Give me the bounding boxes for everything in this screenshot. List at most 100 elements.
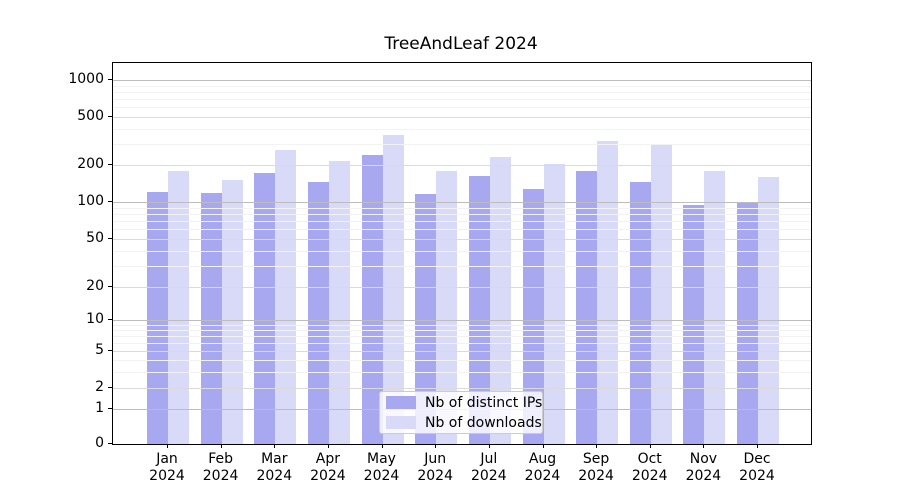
x-tick-label-aug: Aug 2024 bbox=[524, 451, 561, 484]
y-tick-20 bbox=[108, 286, 112, 287]
legend-entry-distinct-ips: Nb of distinct IPs bbox=[386, 395, 542, 411]
x-tick-jun bbox=[435, 444, 437, 448]
x-tick-label-nov: Nov 2024 bbox=[685, 451, 722, 484]
gridline-y-200 bbox=[113, 165, 811, 166]
x-tick-dec bbox=[757, 444, 758, 448]
minor-gridline-y-4 bbox=[113, 360, 811, 361]
minor-gridline-y-3 bbox=[113, 372, 811, 373]
x-tick-nov bbox=[703, 444, 705, 448]
y-tick-label-0: 0 bbox=[95, 435, 104, 451]
bar-distinct-ips-jan bbox=[147, 192, 168, 444]
x-tick-jul bbox=[488, 444, 490, 448]
minor-gridline-y-90 bbox=[113, 208, 811, 209]
bar-downloads-mar bbox=[275, 150, 297, 444]
y-tick-0 bbox=[108, 443, 112, 444]
bar-downloads-may bbox=[382, 135, 404, 444]
bar-distinct-ips-oct bbox=[629, 182, 651, 444]
y-tick-1000 bbox=[108, 79, 112, 80]
x-tick-sep bbox=[596, 444, 598, 448]
x-tick-feb bbox=[220, 444, 222, 448]
x-tick-label-mar: Mar 2024 bbox=[256, 451, 293, 484]
bar-distinct-ips-mar bbox=[254, 172, 276, 444]
gridline-y-10 bbox=[113, 320, 811, 321]
minor-gridline-y-400 bbox=[113, 129, 811, 130]
bar-distinct-ips-may bbox=[361, 155, 383, 444]
bar-downloads-aug bbox=[543, 163, 565, 444]
minor-gridline-y-600 bbox=[113, 107, 811, 108]
minor-gridline-y-300 bbox=[113, 144, 811, 145]
x-tick-label-feb: Feb 2024 bbox=[202, 451, 239, 484]
minor-gridline-y-70 bbox=[113, 221, 811, 222]
plot-area bbox=[112, 62, 812, 445]
bar-downloads-dec bbox=[758, 176, 779, 444]
minor-gridline-y-7 bbox=[113, 336, 811, 337]
y-tick-2 bbox=[108, 387, 112, 388]
gridline-y-50 bbox=[113, 239, 811, 240]
minor-gridline-y-9 bbox=[113, 325, 811, 326]
y-tick-500 bbox=[108, 116, 112, 117]
x-tick-may bbox=[381, 444, 383, 448]
bar-distinct-ips-feb bbox=[200, 193, 222, 444]
legend-entry-downloads: Nb of downloads bbox=[386, 415, 542, 431]
bar-downloads-nov bbox=[704, 171, 726, 444]
minor-gridline-y-6 bbox=[113, 343, 811, 344]
y-tick-label-500: 500 bbox=[77, 108, 104, 124]
x-tick-apr bbox=[327, 444, 329, 448]
gridline-y-100 bbox=[113, 202, 811, 203]
legend-label-distinct-ips: Nb of distinct IPs bbox=[425, 394, 543, 411]
gridline-y-2 bbox=[113, 388, 811, 389]
y-tick-label-100: 100 bbox=[77, 193, 104, 209]
bar-distinct-ips-nov bbox=[683, 205, 705, 444]
minor-gridline-y-700 bbox=[113, 99, 811, 100]
minor-gridline-y-8 bbox=[113, 330, 811, 331]
y-tick-label-1: 1 bbox=[95, 400, 104, 416]
x-tick-jan bbox=[167, 444, 168, 448]
bar-downloads-sep bbox=[597, 141, 619, 444]
y-tick-label-1000: 1000 bbox=[68, 71, 104, 87]
y-tick-1 bbox=[108, 408, 112, 409]
y-tick-label-50: 50 bbox=[86, 230, 104, 246]
bar-distinct-ips-jul bbox=[468, 175, 490, 444]
chart-title: TreeAndLeaf 2024 bbox=[384, 34, 538, 54]
x-tick-label-jan: Jan 2024 bbox=[149, 451, 185, 484]
y-tick-label-5: 5 bbox=[95, 342, 104, 358]
minor-gridline-y-30 bbox=[113, 266, 811, 267]
y-tick-label-10: 10 bbox=[86, 311, 104, 327]
y-tick-label-2: 2 bbox=[95, 379, 104, 395]
x-tick-mar bbox=[274, 444, 276, 448]
minor-gridline-y-900 bbox=[113, 86, 811, 87]
bar-distinct-ips-aug bbox=[522, 189, 544, 444]
x-tick-label-may: May 2024 bbox=[363, 451, 400, 484]
gridline-y-1000 bbox=[113, 80, 811, 81]
y-tick-label-200: 200 bbox=[77, 156, 104, 172]
x-tick-label-dec: Dec 2024 bbox=[739, 451, 775, 484]
bar-distinct-ips-apr bbox=[307, 181, 329, 444]
y-tick-10 bbox=[108, 319, 112, 320]
gridline-y-5 bbox=[113, 351, 811, 352]
bar-distinct-ips-sep bbox=[576, 171, 598, 444]
y-tick-label-20: 20 bbox=[86, 278, 104, 294]
minor-gridline-y-80 bbox=[113, 214, 811, 215]
minor-gridline-y-800 bbox=[113, 92, 811, 93]
legend-label-downloads: Nb of downloads bbox=[425, 414, 542, 431]
x-tick-label-jun: Jun 2024 bbox=[417, 451, 453, 484]
x-tick-label-sep: Sep 2024 bbox=[578, 451, 614, 484]
x-tick-oct bbox=[649, 444, 651, 448]
y-tick-50 bbox=[108, 238, 112, 239]
x-tick-label-oct: Oct 2024 bbox=[631, 451, 668, 484]
bar-distinct-ips-jun bbox=[415, 194, 437, 444]
legend-swatch-downloads bbox=[386, 416, 416, 429]
x-tick-label-apr: Apr 2024 bbox=[310, 451, 346, 484]
bar-distinct-ips-dec bbox=[737, 203, 758, 444]
y-tick-100 bbox=[108, 201, 112, 202]
x-tick-aug bbox=[542, 444, 544, 448]
y-tick-200 bbox=[108, 164, 112, 165]
bar-downloads-jan bbox=[168, 171, 189, 444]
bar-downloads-jun bbox=[436, 170, 458, 444]
legend-swatch-distinct-ips bbox=[386, 396, 416, 409]
gridline-y-500 bbox=[113, 117, 811, 118]
gridline-y-20 bbox=[113, 287, 811, 288]
x-tick-label-jul: Jul 2024 bbox=[470, 451, 507, 484]
y-tick-5 bbox=[108, 350, 112, 351]
